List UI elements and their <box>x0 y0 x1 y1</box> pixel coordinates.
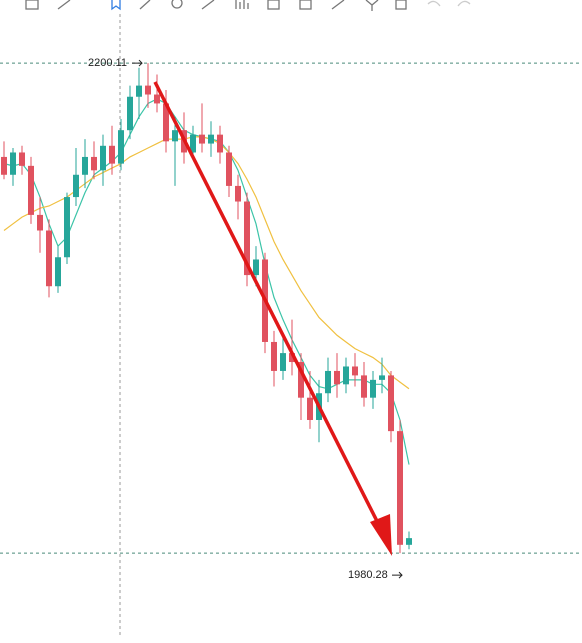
label-arrow <box>392 571 403 579</box>
candle-body <box>163 103 169 142</box>
tool-icon[interactable] <box>395 0 407 10</box>
moving-average <box>3 136 410 390</box>
tool-icon[interactable] <box>25 0 39 10</box>
candle-body <box>28 165 34 215</box>
tool-icon[interactable] <box>111 0 121 11</box>
moving-average <box>3 98 410 465</box>
trend-arrow <box>153 81 392 556</box>
candle-body <box>91 156 97 171</box>
candle-body <box>145 85 151 95</box>
tool-icon[interactable] <box>365 0 379 11</box>
candle-body <box>136 85 142 97</box>
candle-body <box>334 370 340 385</box>
candle-body <box>388 375 394 432</box>
candle-body <box>118 130 124 164</box>
candle-body <box>352 366 358 376</box>
candle-body <box>46 230 52 287</box>
tool-icon[interactable] <box>57 0 71 10</box>
candle-body <box>235 185 241 202</box>
candle-body <box>109 145 115 164</box>
candle-body <box>73 174 79 198</box>
candle-body <box>253 259 259 276</box>
label-arrow <box>132 59 143 67</box>
candle-body <box>190 134 196 153</box>
candle-body <box>280 353 286 371</box>
candle-body <box>271 341 277 371</box>
candle-body <box>172 130 178 142</box>
candle-body <box>10 152 16 175</box>
tool-icon[interactable] <box>201 0 215 10</box>
candle-body <box>37 214 43 231</box>
candle-body <box>244 201 250 276</box>
candle-body <box>154 94 160 104</box>
tool-icon[interactable] <box>139 0 151 10</box>
candle-body <box>217 134 223 153</box>
candle-body <box>199 134 205 144</box>
candle-body <box>55 257 61 287</box>
tool-icon[interactable] <box>267 0 280 10</box>
tool-icon[interactable] <box>299 0 312 10</box>
candle-body <box>208 134 214 144</box>
candle-body <box>19 152 25 166</box>
candle-body <box>307 397 313 420</box>
candle-body <box>100 145 106 171</box>
tool-icon[interactable] <box>331 0 345 10</box>
tool-icon[interactable] <box>457 0 471 7</box>
price-label: 2200.11 <box>88 57 127 69</box>
candle-body <box>64 197 70 258</box>
price-label: 1980.28 <box>348 569 388 581</box>
candle-body <box>343 366 349 385</box>
candle-body <box>82 156 88 175</box>
candle-body <box>289 353 295 363</box>
tool-icon[interactable] <box>235 0 249 9</box>
candle-body <box>127 96 133 131</box>
toolbar <box>25 0 471 11</box>
candle-body <box>397 431 403 545</box>
candle-body <box>406 538 412 545</box>
candle-body <box>379 375 385 380</box>
candle-body <box>370 379 376 398</box>
candle-body <box>1 156 7 175</box>
candle-body <box>361 375 367 398</box>
candle-body <box>325 370 331 394</box>
candle-body <box>226 152 232 186</box>
tool-icon[interactable] <box>171 0 183 9</box>
tool-icon[interactable] <box>427 0 441 7</box>
candle-body <box>298 362 304 398</box>
